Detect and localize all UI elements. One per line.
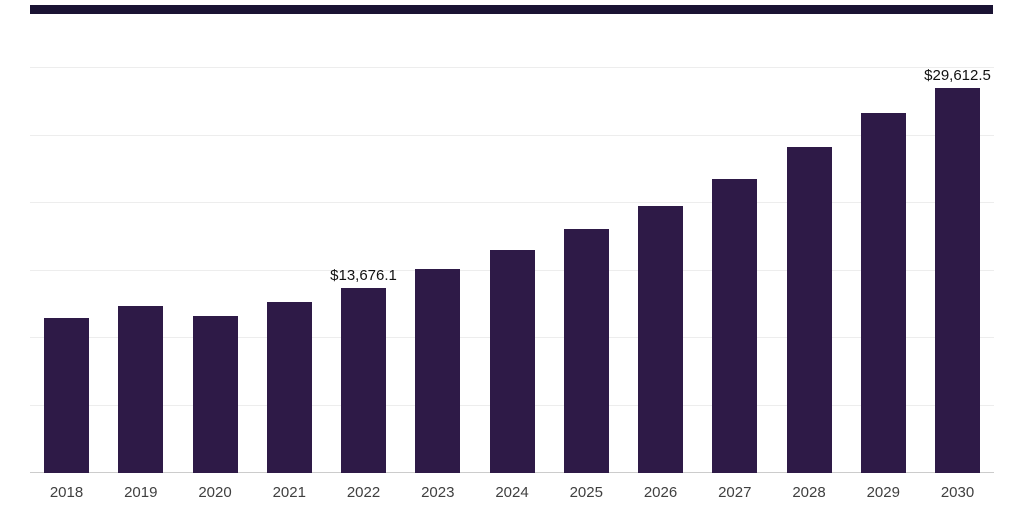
bar-column-2020: 2020 bbox=[192, 68, 238, 512]
bar-area-2020 bbox=[192, 68, 238, 473]
bar-2024[interactable] bbox=[489, 249, 535, 473]
bar-area-2021 bbox=[266, 68, 312, 473]
bar-area-2024 bbox=[489, 68, 535, 473]
gridline bbox=[30, 134, 994, 136]
bar-area-2022: $13,676.1 bbox=[330, 68, 397, 473]
x-axis-label-2022: 2022 bbox=[346, 484, 381, 501]
x-axis-label-2019: 2019 bbox=[124, 484, 158, 501]
bar-value-label-2030: $29,612.5 bbox=[924, 67, 991, 84]
bar-2018[interactable] bbox=[44, 318, 89, 473]
x-axis-label-2027: 2027 bbox=[718, 484, 752, 501]
x-axis-label-2026: 2026 bbox=[643, 484, 678, 501]
x-axis-label-2025: 2025 bbox=[569, 484, 603, 501]
bar-area-2019 bbox=[118, 68, 164, 473]
bar-2022[interactable] bbox=[341, 288, 386, 473]
bar-column-2021: 2021 bbox=[266, 68, 312, 512]
bar-area-2027 bbox=[712, 68, 758, 473]
bar-2026[interactable] bbox=[638, 205, 683, 473]
bar-column-2019: 2019 bbox=[118, 68, 164, 512]
x-axis-label-2028: 2028 bbox=[792, 484, 826, 501]
top-accent-bar bbox=[30, 5, 993, 14]
bar-column-2029: 2029 bbox=[860, 68, 906, 512]
x-axis-label-2024: 2024 bbox=[495, 484, 529, 501]
bar-2020[interactable] bbox=[192, 315, 238, 473]
bar-column-2022: $13,676.1 2022 bbox=[330, 68, 397, 512]
x-axis-label-2018: 2018 bbox=[49, 484, 84, 501]
bar-area-2030: $29,612.5 bbox=[924, 68, 991, 473]
bar-2019[interactable] bbox=[118, 305, 164, 473]
x-axis-label-2021: 2021 bbox=[272, 484, 306, 501]
bar-2023[interactable] bbox=[415, 269, 461, 473]
bar-column-2023: 2023 bbox=[415, 68, 461, 512]
bar-columns: 2018 2019 2020 2021 $13,676.1 2022 2023 2024 202… bbox=[30, 68, 994, 512]
gridline bbox=[30, 202, 994, 204]
bar-area-2018 bbox=[44, 68, 89, 473]
bar-2025[interactable] bbox=[563, 229, 609, 473]
bar-area-2028 bbox=[786, 68, 832, 473]
bar-column-2026: 2026 bbox=[638, 68, 683, 512]
bar-column-2030: $29,612.5 2030 bbox=[924, 68, 991, 512]
bar-area-2029 bbox=[860, 68, 906, 473]
x-axis-label-2023: 2023 bbox=[421, 484, 455, 501]
x-axis-label-2029: 2029 bbox=[866, 484, 900, 501]
bar-column-2018: 2018 bbox=[44, 68, 89, 512]
bar-2028[interactable] bbox=[786, 146, 832, 473]
bar-area-2023 bbox=[415, 68, 461, 473]
bar-column-2025: 2025 bbox=[563, 68, 609, 512]
x-axis-label-2030: 2030 bbox=[940, 484, 975, 501]
gridline bbox=[30, 67, 994, 68]
bar-2027[interactable] bbox=[712, 178, 758, 473]
bar-area-2026 bbox=[638, 68, 683, 473]
bar-2029[interactable] bbox=[860, 112, 906, 473]
bar-column-2024: 2024 bbox=[489, 68, 535, 512]
bar-2021[interactable] bbox=[266, 301, 312, 473]
bar-value-label-2022: $13,676.1 bbox=[330, 267, 397, 285]
bar-2030[interactable] bbox=[935, 88, 980, 473]
bar-area-2025 bbox=[563, 68, 609, 473]
bar-column-2028: 2028 bbox=[786, 68, 832, 512]
x-axis-label-2020: 2020 bbox=[198, 484, 232, 501]
bar-column-2027: 2027 bbox=[712, 68, 758, 512]
